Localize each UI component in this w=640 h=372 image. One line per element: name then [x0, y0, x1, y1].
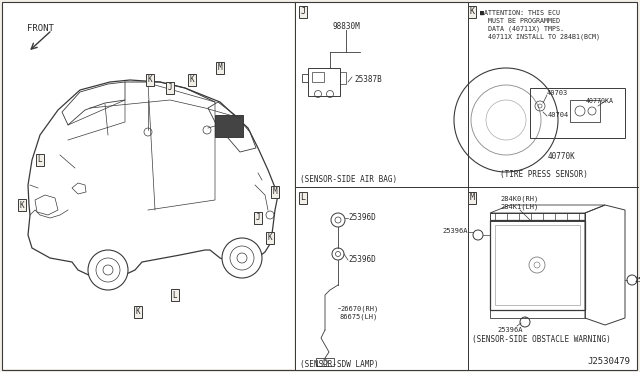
Circle shape [222, 238, 262, 278]
Text: 284K1(LH): 284K1(LH) [501, 203, 539, 209]
Polygon shape [28, 80, 278, 278]
Text: L: L [173, 291, 177, 299]
Text: 25396D: 25396D [348, 213, 376, 222]
Text: K: K [20, 201, 24, 209]
Text: (TIRE PRESS SENSOR): (TIRE PRESS SENSOR) [500, 170, 588, 179]
Text: J2530479: J2530479 [587, 357, 630, 366]
Text: MUST BE PROGRAMMED: MUST BE PROGRAMMED [480, 18, 560, 24]
Text: K: K [136, 308, 140, 317]
Bar [495, 225, 580, 305]
Text: 40704: 40704 [548, 112, 569, 118]
Text: J: J [301, 7, 305, 16]
Text: 40770K: 40770K [548, 152, 576, 161]
Text: K: K [148, 76, 152, 84]
Text: 40770KA: 40770KA [586, 98, 614, 104]
Bar [296, 188, 468, 371]
Circle shape [88, 250, 128, 290]
Bar [490, 213, 585, 221]
Bar [316, 358, 334, 366]
Text: 98830M: 98830M [332, 22, 360, 31]
Bar [490, 220, 585, 310]
Text: 40711X INSTALL TO 284B1(BCM): 40711X INSTALL TO 284B1(BCM) [480, 34, 600, 41]
Text: 86675(LH): 86675(LH) [340, 313, 378, 320]
Bar [312, 72, 324, 82]
Text: M: M [470, 193, 474, 202]
Text: 25387B: 25387B [354, 75, 381, 84]
Text: L: L [301, 193, 305, 202]
Text: ■ATTENTION: THIS ECU: ■ATTENTION: THIS ECU [480, 10, 560, 16]
Text: 40703: 40703 [547, 90, 568, 96]
Text: K: K [189, 76, 195, 84]
Text: M: M [218, 64, 222, 73]
Text: 25396A: 25396A [634, 277, 640, 283]
Bar [570, 100, 600, 122]
Text: K: K [470, 7, 474, 16]
Text: (SENSOR-SDW LAMP): (SENSOR-SDW LAMP) [300, 360, 379, 369]
Text: J: J [168, 83, 172, 93]
Text: 284K0(RH): 284K0(RH) [501, 195, 539, 202]
Text: (SENSOR-SIDE AIR BAG): (SENSOR-SIDE AIR BAG) [300, 175, 397, 184]
Text: 25396A: 25396A [442, 228, 468, 234]
Bar [296, 3, 468, 187]
Text: L: L [38, 155, 42, 164]
Text: M: M [273, 187, 277, 196]
Text: K: K [268, 234, 272, 243]
Bar [308, 68, 340, 96]
Text: FRONT: FRONT [27, 24, 53, 33]
Bar [215, 115, 243, 137]
Bar [469, 188, 638, 371]
Text: 25396A: 25396A [497, 327, 523, 333]
Text: (SENSOR-SIDE OBSTACLE WARNING): (SENSOR-SIDE OBSTACLE WARNING) [472, 335, 611, 344]
Text: 26670(RH): 26670(RH) [340, 305, 378, 311]
Bar [530, 88, 625, 138]
Text: J: J [256, 214, 260, 222]
Bar [469, 3, 638, 187]
Bar [3, 3, 294, 369]
Text: DATA (40711X) TMPS.: DATA (40711X) TMPS. [480, 26, 564, 32]
Text: 25396D: 25396D [348, 255, 376, 264]
Bar [490, 310, 585, 318]
